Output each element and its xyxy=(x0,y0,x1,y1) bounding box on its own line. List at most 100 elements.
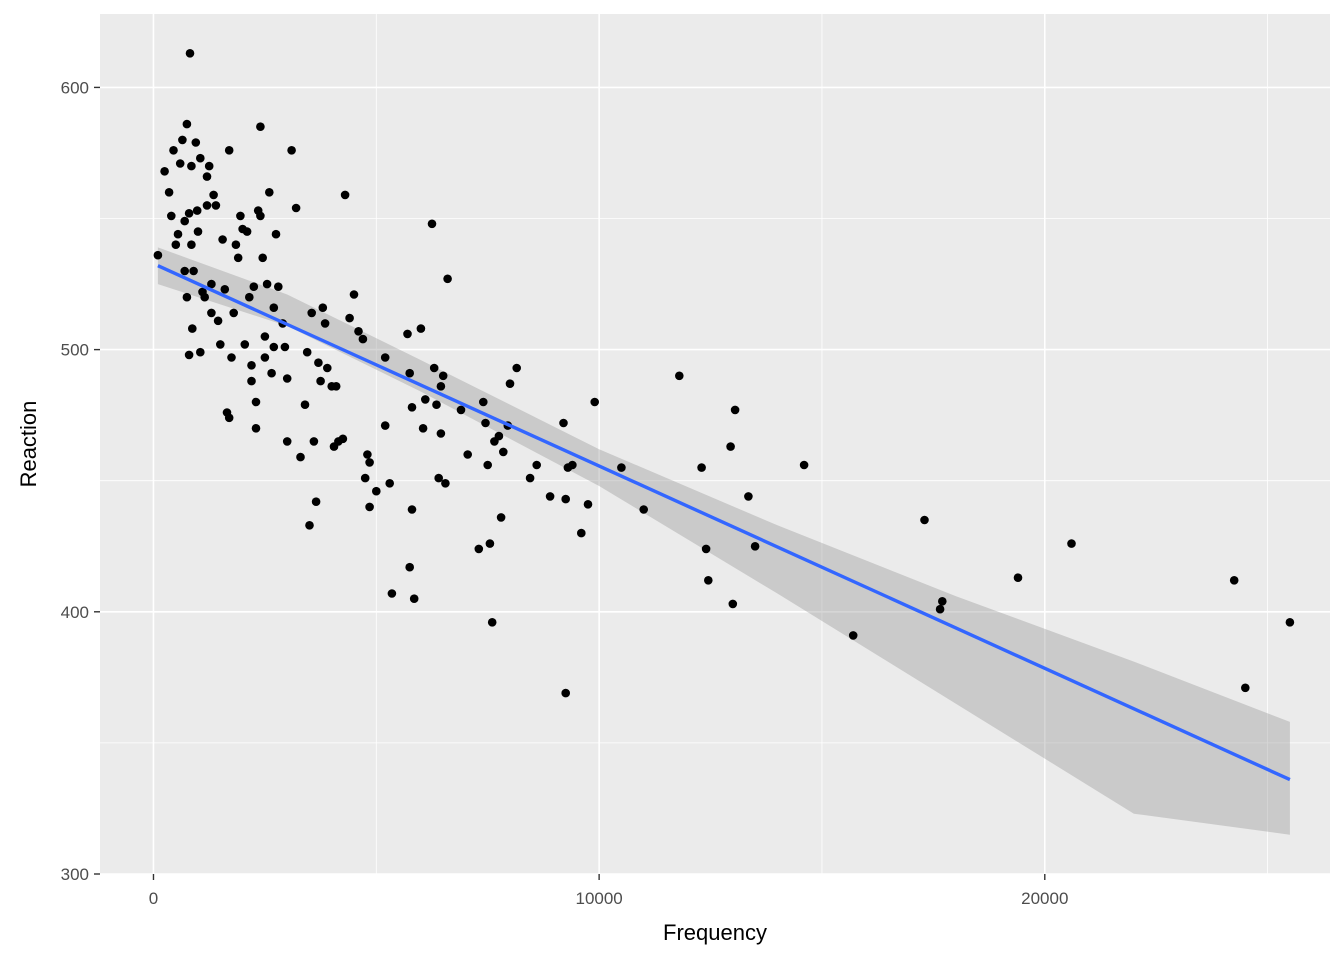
major-gridlines xyxy=(100,14,1330,875)
data-point xyxy=(583,500,593,509)
data-point xyxy=(251,397,261,407)
data-point xyxy=(267,368,276,378)
data-point xyxy=(483,460,493,470)
data-point xyxy=(260,332,270,341)
data-points xyxy=(153,49,1295,698)
data-point xyxy=(701,544,711,554)
data-point xyxy=(320,319,330,328)
data-point xyxy=(191,138,201,147)
data-point xyxy=(345,313,354,323)
data-point xyxy=(499,447,508,457)
data-point xyxy=(409,594,419,603)
data-point xyxy=(189,266,198,276)
data-point xyxy=(300,400,310,410)
data-point xyxy=(432,400,441,410)
data-point xyxy=(236,211,245,221)
data-point xyxy=(427,219,437,229)
data-point xyxy=(305,521,314,530)
data-point xyxy=(920,515,929,525)
data-point xyxy=(309,437,319,446)
data-point xyxy=(525,473,535,483)
data-point xyxy=(590,397,599,407)
data-point xyxy=(185,49,195,58)
y-axis-tick-labels: 300 400 500 600 xyxy=(61,78,89,884)
data-point xyxy=(167,211,176,221)
data-point xyxy=(224,146,234,155)
data-point xyxy=(443,274,452,284)
y-axis-title: Reaction xyxy=(16,401,41,488)
data-point xyxy=(358,334,368,344)
data-point xyxy=(220,285,230,294)
data-point xyxy=(227,353,236,362)
data-point xyxy=(463,450,473,459)
data-point xyxy=(169,146,178,155)
data-point xyxy=(385,479,395,488)
data-point xyxy=(418,424,428,433)
data-point xyxy=(240,340,250,349)
data-point xyxy=(307,308,317,318)
data-point xyxy=(196,153,205,163)
data-point xyxy=(561,494,570,504)
data-point xyxy=(213,316,223,326)
data-point xyxy=(269,342,279,352)
data-point xyxy=(291,203,301,213)
data-point xyxy=(207,279,216,289)
regression-line xyxy=(157,264,1291,782)
data-point xyxy=(365,458,374,467)
data-point xyxy=(251,424,261,433)
data-point xyxy=(247,376,256,386)
data-point xyxy=(405,368,415,378)
data-point xyxy=(545,492,555,501)
data-point xyxy=(496,513,506,522)
data-point xyxy=(184,350,194,360)
data-point xyxy=(387,589,397,598)
data-point xyxy=(365,502,374,512)
data-point xyxy=(935,604,945,614)
data-point xyxy=(314,358,323,368)
data-point xyxy=(245,292,254,302)
x-axis-tick-labels: 0 10000 20000 xyxy=(149,889,1069,908)
data-point xyxy=(282,374,292,383)
data-point xyxy=(216,340,225,349)
data-point xyxy=(403,329,412,339)
data-point xyxy=(258,253,268,263)
data-point xyxy=(296,452,305,462)
data-point xyxy=(479,397,488,407)
data-point xyxy=(1067,539,1076,548)
data-point xyxy=(318,303,328,313)
data-point xyxy=(202,201,212,210)
data-point xyxy=(311,497,321,507)
data-point xyxy=(171,240,181,249)
data-point xyxy=(153,250,163,260)
data-point xyxy=(512,363,521,373)
data-point xyxy=(617,463,626,472)
data-point xyxy=(639,505,648,514)
data-point xyxy=(421,395,430,404)
data-point xyxy=(487,618,497,627)
data-point xyxy=(193,227,203,236)
data-point xyxy=(434,473,444,483)
data-point xyxy=(494,431,504,441)
data-point xyxy=(1241,683,1250,693)
data-point xyxy=(271,229,281,239)
data-point xyxy=(182,119,192,129)
data-point xyxy=(441,479,450,488)
data-point xyxy=(438,371,448,381)
data-point xyxy=(229,308,238,318)
data-point xyxy=(456,405,466,415)
data-point xyxy=(202,172,212,181)
data-point xyxy=(256,122,265,131)
data-point xyxy=(1229,576,1239,585)
data-point xyxy=(559,418,568,428)
data-point xyxy=(262,279,272,289)
data-point xyxy=(180,216,189,226)
data-point xyxy=(182,292,192,302)
data-point xyxy=(242,227,252,236)
data-point xyxy=(247,361,256,370)
data-point xyxy=(481,418,490,428)
y-tick-label: 500 xyxy=(61,341,89,360)
data-point xyxy=(429,363,439,373)
data-point xyxy=(192,206,202,215)
